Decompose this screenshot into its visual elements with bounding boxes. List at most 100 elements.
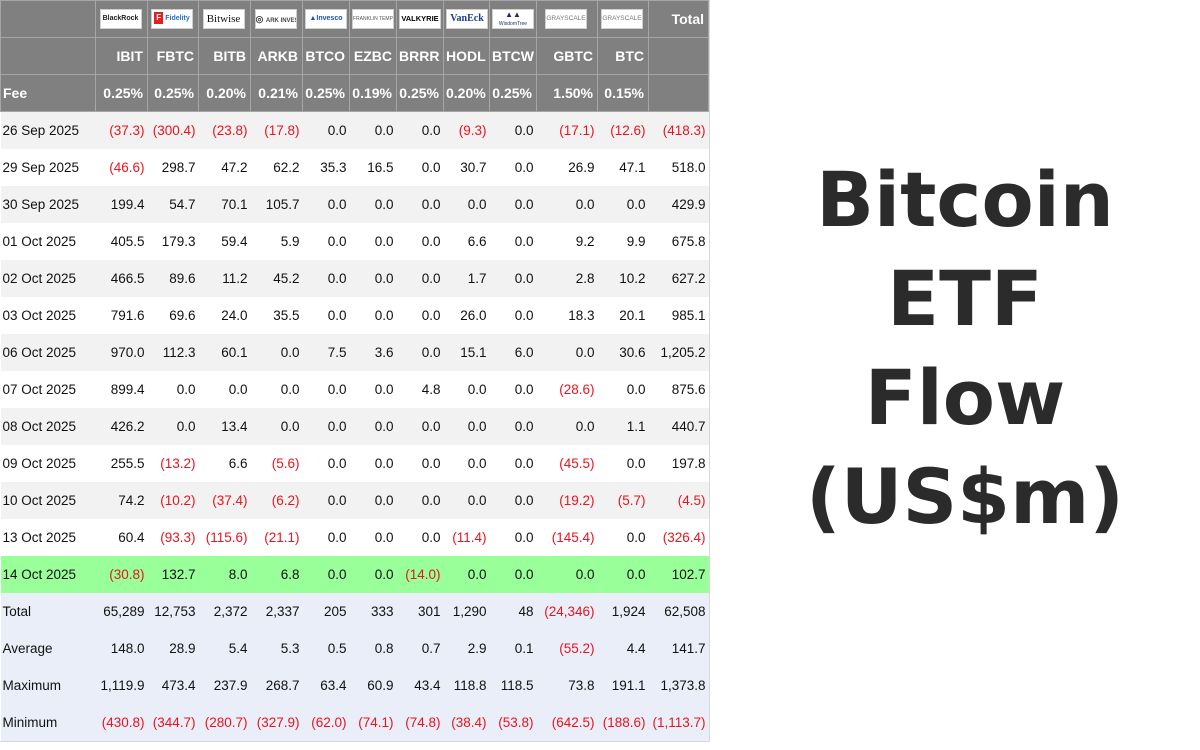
ticker-fbtc: FBTC [147,37,199,75]
flow-cell: 0.0 [597,445,649,482]
ticker-btc: BTC [597,37,649,75]
flow-cell: 20.1 [597,297,649,334]
stat-cell: 43.4 [396,667,444,704]
issuer-logo-vaneck: VanEck [443,0,490,38]
flow-cell: (5.6) [250,445,303,482]
stat-cell: 0.8 [349,630,397,667]
stat-cell: (327.9) [250,704,303,741]
table-row: 08 Oct 2025 426.2 0.0 13.4 0.0 0.0 0.0 0.0 0.0 0.… [0,408,709,445]
date-cell: 14 Oct 2025 [0,556,96,593]
flow-cell: 8.0 [198,556,251,593]
flow-cell: 0.0 [396,519,444,556]
stat-cell: (74.8) [396,704,444,741]
stat-label: Minimum [0,704,96,741]
flow-cell: 0.0 [147,408,199,445]
flow-cell: 0.0 [396,334,444,371]
table-row: 09 Oct 2025 255.5 (13.2) 6.6 (5.6) 0.0 0.0 0.0 0… [0,445,709,482]
flow-cell: 0.0 [489,519,537,556]
flow-cell: 13.4 [198,408,251,445]
flow-cell: 199.4 [95,186,148,223]
stat-row-total: Total 65,289 12,753 2,372 2,337 205 333 301 1,29… [0,593,709,630]
ticker-hodl: HODL [443,37,490,75]
flow-cell: 60.4 [95,519,148,556]
flow-cell: 0.0 [443,371,490,408]
flow-cell: (45.5) [536,445,598,482]
flow-cell: 0.0 [349,371,397,408]
flow-cell: (19.2) [536,482,598,519]
stat-cell: 48 [489,593,537,630]
fee-hodl: 0.20% [443,74,490,112]
date-cell: 09 Oct 2025 [0,445,96,482]
issuer-logo-blackrock: BlackRock [95,0,148,38]
flow-cell: 0.0 [250,408,303,445]
fee-btc: 0.15% [597,74,649,112]
flow-cell: 6.6 [443,223,490,260]
flow-cell: 47.2 [198,149,251,186]
flow-cell: 47.1 [597,149,649,186]
flow-cell: 0.0 [349,519,397,556]
fee-btcw: 0.25% [489,74,537,112]
stat-cell: 1,119.9 [95,667,148,704]
flow-cell: 0.0 [250,334,303,371]
flow-cell: (37.4) [198,482,251,519]
stat-cell: 0.5 [302,630,350,667]
flow-cell: 0.0 [349,186,397,223]
flow-cell: 0.0 [489,111,537,149]
flow-cell: 0.0 [489,371,537,408]
flow-cell: 30.7 [443,149,490,186]
flow-cell: 0.0 [396,186,444,223]
flow-cell: 0.0 [302,371,350,408]
flow-cell: (37.3) [95,111,148,149]
flow-cell: 0.0 [349,445,397,482]
ticker-bitb: BITB [198,37,251,75]
title-line-2: ETF [887,254,1043,343]
stat-cell: 118.8 [443,667,490,704]
flow-cell: 0.0 [536,556,598,593]
flow-cell: 112.3 [147,334,199,371]
ticker-gbtc: GBTC [536,37,598,75]
flow-cell: 4.8 [396,371,444,408]
title-line-4: (US$m) [806,452,1124,541]
row-total-cell: 675.8 [648,223,709,260]
stat-cell: 0.1 [489,630,537,667]
issuer-logo-franklin: FRANKLIN TEMPLETON [349,0,397,38]
flow-cell: 0.0 [489,408,537,445]
flow-cell: 0.0 [302,260,350,297]
stat-cell: 148.0 [95,630,148,667]
row-total-cell: (326.4) [648,519,709,556]
stat-cell: 73.8 [536,667,598,704]
flow-cell: (17.8) [250,111,303,149]
flow-cell: 0.0 [489,260,537,297]
stat-cell: 5.3 [250,630,303,667]
flow-cell: (46.6) [95,149,148,186]
date-cell: 02 Oct 2025 [0,260,96,297]
flow-cell: 0.0 [443,556,490,593]
flow-cell: (5.7) [597,482,649,519]
flow-cell: 9.2 [536,223,598,260]
flow-cell: (17.1) [536,111,598,149]
ticker-total-empty [648,37,709,75]
stat-cell: (1,113.7) [648,704,709,741]
flow-cell: 0.0 [396,149,444,186]
stat-cell: (642.5) [536,704,598,741]
date-cell: 10 Oct 2025 [0,482,96,519]
flow-cell: 179.3 [147,223,199,260]
stat-cell: 1,373.8 [648,667,709,704]
flow-cell: (6.2) [250,482,303,519]
date-cell: 08 Oct 2025 [0,408,96,445]
total-header: Total [648,0,709,38]
flow-cell: 11.2 [198,260,251,297]
stat-cell: 62,508 [648,593,709,630]
ticker-ibit: IBIT [95,37,148,75]
row-total-cell: 518.0 [648,149,709,186]
flow-cell: (9.3) [443,111,490,149]
flow-cell: 60.1 [198,334,251,371]
date-cell: 29 Sep 2025 [0,149,96,186]
issuer-logo-valkyrie: VALKYRIE [396,0,444,38]
stat-row-maximum: Maximum 1,119.9 473.4 237.9 268.7 63.4 60.9 43.… [0,667,709,704]
flow-cell: (11.4) [443,519,490,556]
flow-cell: 26.0 [443,297,490,334]
flow-cell: 0.0 [396,408,444,445]
flow-cell: 89.6 [147,260,199,297]
